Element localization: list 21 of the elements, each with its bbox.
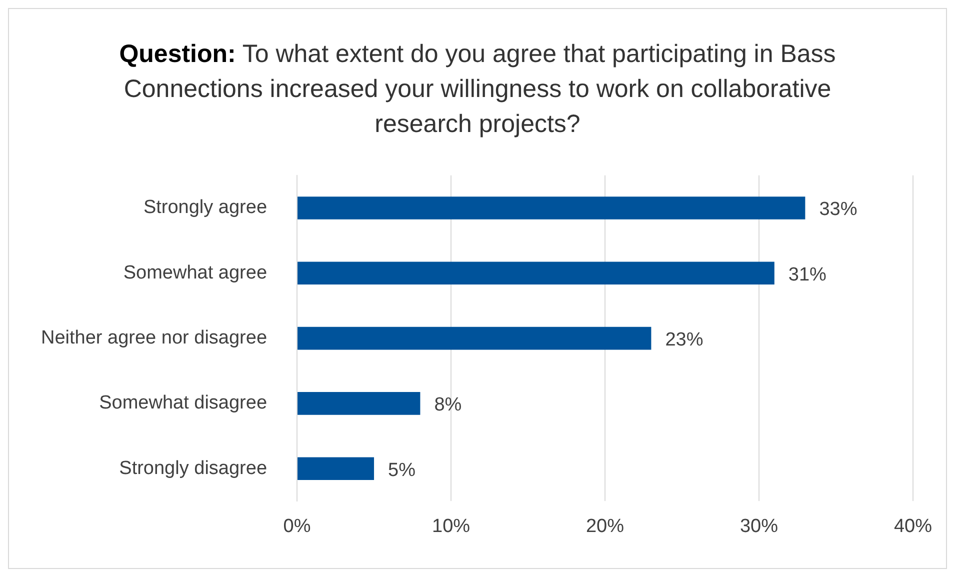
chart-title: Question: To what extent do you agree that participating in Bass Connections increased your willingness to work on collaborative research projects? [119, 40, 836, 138]
bar [298, 326, 652, 350]
data-label: 5% [388, 460, 416, 481]
y-tick-label: Neither agree nor disagree [40, 328, 268, 349]
y-tick-label: Somewhat disagree [99, 392, 268, 414]
x-tick-label: 30% [740, 516, 778, 537]
bar [298, 196, 806, 220]
y-tick-label: Strongly agree [143, 197, 268, 218]
bar [298, 392, 420, 415]
y-tick-label: Strongly disagree [119, 458, 268, 479]
x-tick-label: 40% [894, 516, 932, 537]
data-label: 33% [819, 199, 858, 220]
x-tick-label: 0% [283, 516, 311, 537]
data-label: 31% [788, 264, 827, 286]
y-tick-label: Somewhat agree [123, 262, 268, 284]
bar [298, 262, 774, 285]
x-tick-label: 10% [432, 516, 470, 537]
data-label: 8% [434, 394, 462, 416]
data-label: 23% [665, 330, 704, 351]
x-tick-label: 20% [586, 516, 624, 537]
bar [298, 457, 374, 480]
